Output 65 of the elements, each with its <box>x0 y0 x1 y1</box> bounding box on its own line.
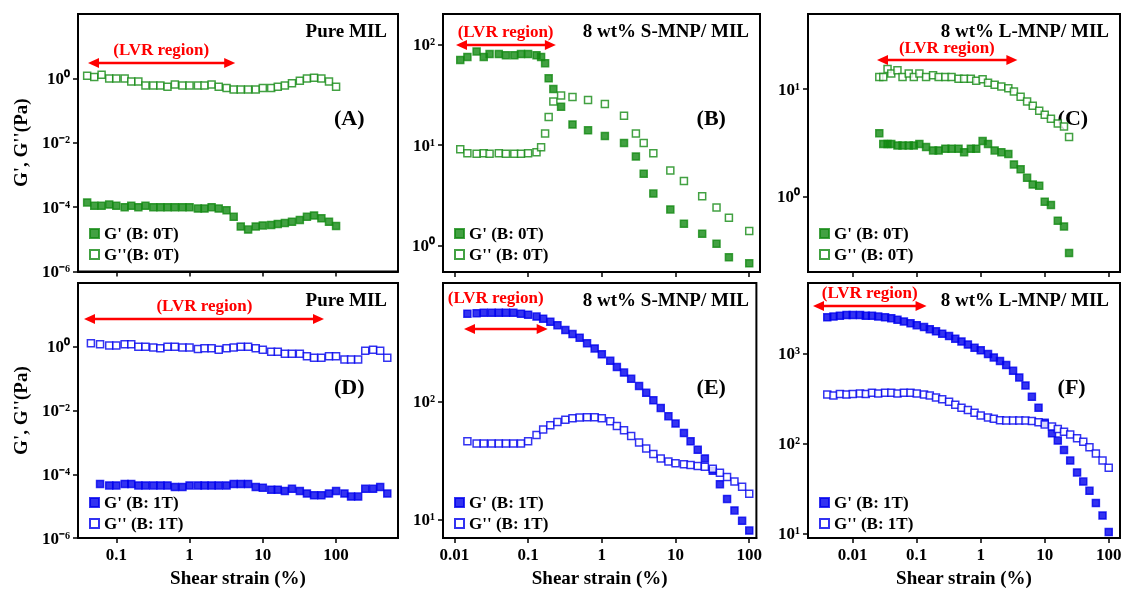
x-axis-title: Shear strain (%) <box>170 567 306 589</box>
legend-label: G'' (B: 0T) <box>834 245 914 264</box>
x-axis-title: Shear strain (%) <box>531 567 668 589</box>
chart-title: Pure MIL <box>305 20 388 41</box>
y-tick-label: 10³ <box>777 343 800 363</box>
legend-label: G'' (B: 1T) <box>104 514 184 533</box>
y-tick-label: 10⁻² <box>41 401 70 421</box>
chart-title: 8 wt% S-MNP/ MIL <box>582 289 749 310</box>
y-tick-label: 10¹ <box>777 524 800 544</box>
chart-title: 8 wt% L-MNP/ MIL <box>940 289 1110 310</box>
y-tick-label: 10⁻⁴ <box>41 464 70 484</box>
annotation: (A) <box>334 105 365 131</box>
legend-label: G' (B: 0T) <box>469 224 544 243</box>
y-tick-label: 10⁻⁴ <box>41 197 70 217</box>
chart-title: 8 wt% S-MNP/ MIL <box>582 20 749 41</box>
y-tick-label: 10⁻⁶ <box>41 262 70 281</box>
chart-title: Pure MIL <box>305 289 388 310</box>
y-tick-label: 10² <box>777 434 800 454</box>
annotation: (C) <box>1057 105 1089 131</box>
y-tick-label: 10⁻⁶ <box>41 528 70 548</box>
annotation: (LVR region) <box>821 283 918 303</box>
legend-label: G' (B: 1T) <box>104 493 179 512</box>
y-tick-label: 10⁰ <box>47 68 70 88</box>
y-tick-label: 10⁰ <box>47 337 70 357</box>
x-tick-label: 100 <box>736 545 762 565</box>
annotation: (D) <box>334 374 365 400</box>
x-tick-label: 10 <box>1036 545 1054 565</box>
legend-label: G'' (B: 0T) <box>469 245 549 264</box>
legend-label: G'' (B: 1T) <box>469 514 549 533</box>
y-tick-label: 10¹ <box>777 79 800 99</box>
x-tick-label: 0.1 <box>906 545 928 565</box>
y-axis-title: G', G''(Pa) <box>10 366 32 455</box>
x-tick-label: 0.1 <box>517 545 539 565</box>
x-tick-label: 100 <box>1095 545 1122 565</box>
annotation: (LVR region) <box>457 22 554 42</box>
y-tick-label: 10² <box>412 34 435 54</box>
legend-label: G''(B: 0T) <box>104 245 180 264</box>
y-axis-title: G', G''(Pa) <box>10 98 32 188</box>
y-tick-label: 10⁰ <box>412 236 435 256</box>
y-tick-label: 10⁻² <box>41 133 70 153</box>
legend-label: G'' (B: 1T) <box>834 514 914 533</box>
x-tick-label: 10 <box>254 545 272 565</box>
x-tick-label: 1 <box>976 545 985 565</box>
y-tick-label: 10⁰ <box>777 187 800 207</box>
y-tick-label: 10² <box>412 391 435 411</box>
y-tick-label: 10¹ <box>412 135 435 155</box>
annotation: (E) <box>696 374 726 400</box>
x-tick-label: 1 <box>597 545 607 565</box>
x-axis-title: Shear strain (%) <box>896 567 1032 589</box>
legend-label: G' (B: 0T) <box>104 224 179 243</box>
x-tick-label: 1 <box>185 545 194 565</box>
legend-label: G' (B: 0T) <box>834 224 909 243</box>
x-tick-label: 0.01 <box>439 545 470 565</box>
x-tick-label: 0.1 <box>105 545 127 565</box>
legend-label: G' (B: 1T) <box>834 493 909 512</box>
annotation: (F) <box>1057 374 1086 400</box>
annotation: (LVR region) <box>447 288 544 308</box>
annotation: (LVR region) <box>156 296 253 316</box>
annotation: (LVR region) <box>113 40 210 60</box>
x-tick-label: 0.01 <box>837 545 868 565</box>
x-tick-label: 100 <box>323 545 349 565</box>
y-tick-label: 10¹ <box>412 510 435 530</box>
legend-label: G' (B: 1T) <box>469 493 544 512</box>
annotation: (B) <box>696 105 726 131</box>
x-tick-label: 10 <box>667 545 685 565</box>
